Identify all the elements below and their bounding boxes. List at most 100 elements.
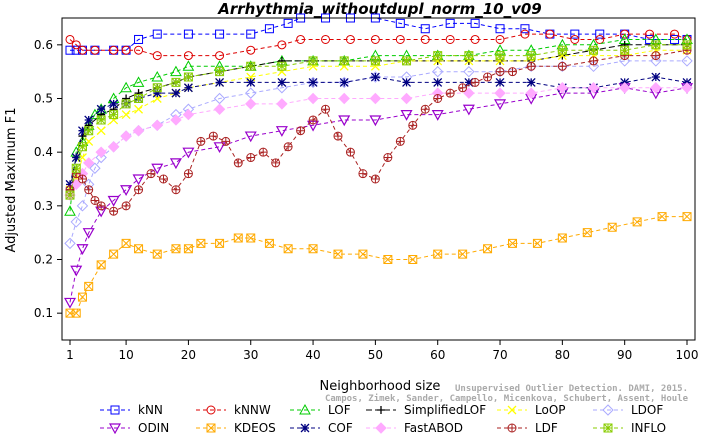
- point-ldf: [483, 72, 493, 82]
- point-inflo: [84, 126, 94, 136]
- legend-item-lof: LOF: [290, 403, 351, 417]
- x-axis-label: Neighborhood size: [320, 379, 441, 394]
- legend-item-fastabod: FastABOD: [366, 421, 463, 434]
- point-ldf-cross: [433, 94, 442, 103]
- legend-marker-loop: [507, 405, 517, 415]
- point-knn: [420, 24, 430, 34]
- point-loop: [134, 104, 144, 114]
- point-lof: [120, 81, 132, 93]
- point-odin: [70, 265, 83, 277]
- point-ldf: [208, 131, 218, 141]
- point-cof: [78, 126, 87, 136]
- point-ldf: [470, 77, 480, 87]
- watermark-line1: Unsupervised Outlier Detection. DAMI, 20…: [455, 383, 688, 394]
- point-odin: [431, 109, 444, 121]
- point-cof: [277, 77, 287, 87]
- point-ldf: [90, 195, 100, 205]
- point-ldf-cross: [408, 121, 417, 130]
- point-odin: [494, 99, 507, 111]
- point-inflo: [77, 142, 87, 152]
- point-knn: [65, 45, 75, 55]
- point-ldf: [121, 201, 131, 211]
- point-ldf-cross: [246, 153, 255, 162]
- legend-marker-odin: [108, 423, 122, 434]
- legend-marker-fastabod: [375, 422, 387, 434]
- point-odin: [369, 115, 382, 127]
- point-kdeos: [507, 238, 517, 248]
- point-ldf-cross: [196, 137, 205, 146]
- point-ldf-cross: [221, 137, 230, 146]
- point-ldf: [370, 174, 380, 184]
- point-ldf: [458, 83, 468, 93]
- point-inflo: [215, 67, 225, 77]
- point-ldof: [70, 216, 82, 228]
- point-ldof: [213, 92, 226, 105]
- point-knnw: [152, 51, 162, 61]
- point-ldf-cross: [346, 148, 355, 157]
- point-inflo: [277, 61, 287, 71]
- point-ldf: [271, 158, 281, 168]
- point-kdeos: [483, 244, 493, 254]
- point-ldf: [77, 174, 87, 184]
- x-tick-label: 50: [368, 348, 383, 362]
- point-kdeos: [84, 281, 94, 291]
- x-tick-label: 70: [492, 348, 507, 362]
- point-fastabod: [587, 82, 600, 94]
- point-kdeos: [121, 238, 131, 248]
- point-kdeos: [77, 292, 87, 302]
- legend-item-knnw: kNNW: [196, 403, 271, 417]
- point-knnw: [90, 45, 100, 55]
- point-cof: [96, 104, 106, 114]
- point-inflo: [526, 51, 536, 61]
- legend-label-inflo: INFLO: [631, 421, 666, 434]
- point-ldf: [321, 104, 331, 114]
- point-knnw: [345, 34, 355, 44]
- point-ldf: [433, 94, 443, 103]
- point-knn: [183, 29, 193, 39]
- point-odin: [213, 142, 226, 154]
- point-odin: [462, 104, 475, 116]
- point-ldf: [109, 206, 119, 216]
- point-ldf-cross: [333, 132, 342, 141]
- legend-marker-cof: [300, 423, 310, 433]
- x-tick-label: 1: [66, 348, 74, 362]
- point-cof: [433, 77, 443, 87]
- point-odin: [120, 185, 133, 196]
- point-kdeos: [196, 238, 206, 248]
- point-fastabod: [107, 141, 120, 153]
- point-inflo: [246, 61, 256, 71]
- plot-area: [63, 13, 694, 318]
- point-knnw: [246, 45, 256, 55]
- point-ldf-cross: [483, 73, 492, 82]
- legend-marker-simplifiedlof: [377, 406, 385, 414]
- point-ldf-cross: [371, 175, 380, 183]
- point-fastabod: [618, 82, 631, 94]
- legend-item-loop: LoOP: [497, 403, 566, 417]
- legend-label-simplifiedlof: SimplifiedLOF: [404, 403, 486, 417]
- point-ldf-cross: [147, 169, 156, 178]
- point-fastabod: [120, 130, 132, 142]
- point-ldf-cross: [558, 62, 567, 71]
- legend-label-loop: LoOP: [535, 403, 566, 417]
- point-ldf-cross: [446, 89, 455, 98]
- point-ldf-cross: [184, 169, 193, 178]
- point-knnw: [445, 34, 455, 44]
- point-ldf-cross: [284, 142, 293, 151]
- point-inflo: [433, 51, 443, 61]
- point-odin: [275, 126, 288, 137]
- point-ldof: [307, 76, 319, 89]
- point-knnw: [495, 34, 505, 44]
- point-knnw: [71, 40, 81, 50]
- point-ldof: [76, 200, 89, 212]
- point-inflo: [339, 56, 349, 66]
- point-kdeos: [71, 308, 81, 318]
- point-knn: [495, 24, 505, 34]
- point-ldof: [587, 60, 600, 73]
- y-tick-label: 0.1: [34, 306, 53, 320]
- point-cof: [171, 88, 181, 98]
- point-kdeos: [358, 249, 368, 259]
- point-ldf-cross: [271, 158, 280, 167]
- point-ldf-cross: [234, 158, 243, 167]
- point-odin: [132, 174, 145, 186]
- point-ldf: [345, 147, 355, 157]
